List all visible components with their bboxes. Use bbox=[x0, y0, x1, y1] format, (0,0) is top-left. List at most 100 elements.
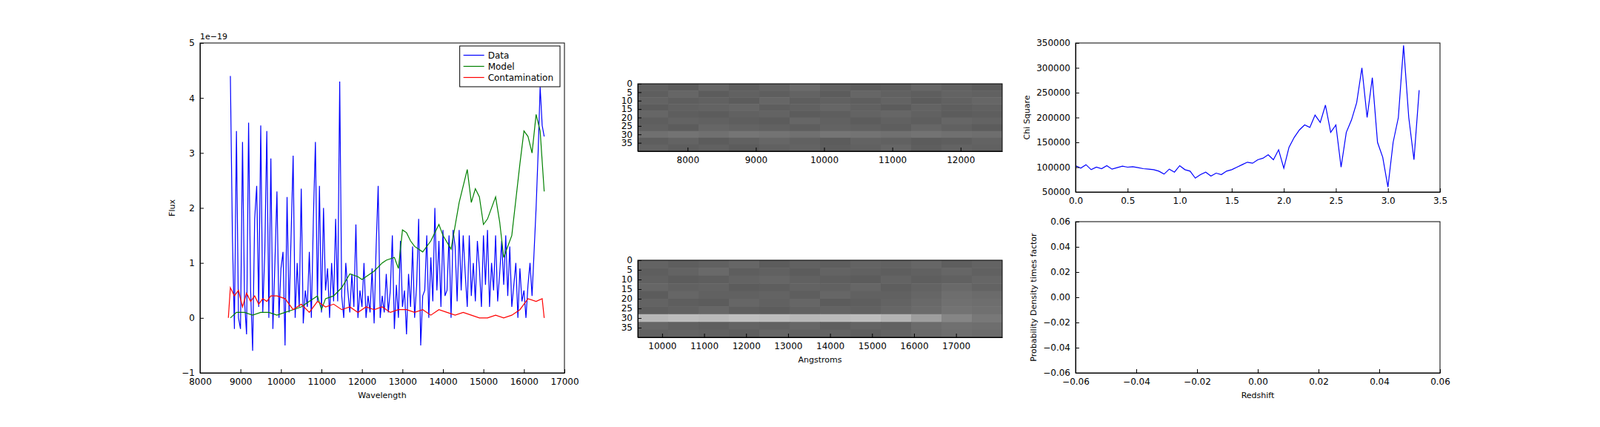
heatmap-cell bbox=[880, 321, 912, 330]
x-axis-tick-mark bbox=[662, 333, 663, 338]
heatmap-cell bbox=[698, 90, 730, 98]
heatmap-cell bbox=[637, 305, 669, 315]
heatmap-cell bbox=[820, 260, 852, 269]
x-axis-tick: −0.02 bbox=[1183, 368, 1212, 387]
x-axis-tick-label: 8000 bbox=[676, 154, 700, 166]
heatmap-cell bbox=[789, 137, 821, 146]
y-axis-tick: 5 bbox=[626, 264, 642, 275]
x-axis-tick-label: 15000 bbox=[858, 340, 887, 352]
plot-area bbox=[1075, 45, 1420, 187]
panel: −0.06−0.04−0.020.000.020.040.06−0.06−0.0… bbox=[1028, 216, 1451, 400]
heatmap-cell bbox=[637, 90, 669, 98]
heatmap-cell bbox=[637, 282, 669, 292]
heatmap-cell bbox=[759, 260, 791, 269]
y-axis-tick: 25 bbox=[621, 302, 642, 314]
heatmap-cell bbox=[759, 117, 791, 126]
heatmap-cell bbox=[911, 329, 943, 338]
heatmap-cell bbox=[971, 144, 1003, 152]
y-axis-tick-label: 35 bbox=[621, 137, 633, 149]
x-axis-tick-label: 2.5 bbox=[1328, 195, 1343, 206]
x-axis-tick: 2.5 bbox=[1328, 188, 1343, 206]
y-axis-tick-mark bbox=[637, 91, 642, 93]
heatmap-cell bbox=[911, 103, 943, 112]
y-axis-tick-mark bbox=[1075, 271, 1080, 273]
heatmap-cell bbox=[637, 103, 669, 112]
heatmap-cell bbox=[820, 117, 852, 126]
x-axis-tick: 12000 bbox=[946, 147, 975, 166]
heatmap-cell bbox=[880, 131, 912, 139]
y-axis-tick-label: 0.06 bbox=[1050, 216, 1071, 227]
y-axis-tick-label: 50000 bbox=[1042, 186, 1071, 198]
heatmap-cell bbox=[668, 124, 700, 132]
legend-label: Model bbox=[488, 61, 515, 72]
x-axis-tick-label: 12000 bbox=[348, 376, 377, 387]
x-axis-tick: 2.0 bbox=[1277, 188, 1292, 206]
x-axis-tick-mark bbox=[1197, 368, 1198, 373]
x-axis-tick: 11000 bbox=[307, 368, 336, 387]
heatmap-cell bbox=[911, 260, 943, 269]
x-axis-line bbox=[1076, 191, 1441, 193]
heatmap-cell bbox=[850, 110, 882, 118]
heatmap-cell bbox=[698, 267, 730, 276]
heatmap-cell bbox=[668, 137, 700, 146]
heatmap-cell bbox=[941, 314, 973, 323]
x-axis-tick-mark bbox=[830, 333, 832, 338]
heatmap-cell bbox=[637, 321, 669, 330]
heatmap-cell bbox=[941, 131, 973, 139]
y-axis-tick-mark bbox=[637, 142, 642, 144]
heatmap-cell bbox=[789, 144, 821, 152]
y-axis-tick: 0.00 bbox=[1050, 291, 1080, 303]
heatmap-cell bbox=[789, 267, 821, 276]
heatmap-cell bbox=[911, 275, 943, 284]
x-axis-tick-label: 11000 bbox=[690, 340, 719, 352]
y-axis-tick-mark bbox=[637, 269, 642, 271]
heatmap-cell bbox=[759, 137, 791, 146]
heatmap-cell bbox=[911, 90, 943, 98]
heatmap-cell bbox=[728, 275, 760, 284]
frame bbox=[200, 42, 565, 373]
heatmap-cell bbox=[941, 137, 973, 146]
x-axis-tick: 9000 bbox=[229, 368, 253, 387]
heatmap-cell bbox=[971, 291, 1003, 300]
x-axis-tick: 3.5 bbox=[1433, 188, 1448, 206]
y-axis-tick-label: 0 bbox=[188, 312, 195, 323]
heatmap-cell bbox=[728, 117, 760, 126]
y-axis-tick-mark bbox=[637, 108, 642, 110]
y-axis-tick-mark bbox=[637, 298, 642, 300]
heatmap-cell bbox=[880, 83, 912, 92]
y-axis-title: Probability Density times factor bbox=[1028, 232, 1039, 362]
heatmap-cell bbox=[637, 124, 669, 132]
y-axis-tick-label: 15 bbox=[621, 283, 633, 295]
heatmap-cell bbox=[850, 314, 882, 323]
heatmap-cell bbox=[820, 137, 852, 146]
x-axis-title: Wavelength bbox=[357, 390, 406, 400]
heatmap-cell bbox=[911, 267, 943, 276]
heatmap-cell bbox=[880, 103, 912, 112]
x-axis-tick: 11000 bbox=[878, 147, 907, 166]
heatmap-cell bbox=[911, 110, 943, 118]
heatmap-cell bbox=[789, 83, 821, 92]
x-axis-tick-label: 10000 bbox=[267, 376, 296, 387]
heatmap-cell bbox=[820, 90, 852, 98]
heatmap-cell bbox=[728, 103, 760, 112]
x-axis-tick-mark bbox=[1318, 368, 1320, 373]
x-axis-tick: 9000 bbox=[745, 147, 769, 166]
y-axis-tick-label: 100000 bbox=[1036, 162, 1071, 173]
heatmap-cell bbox=[911, 137, 943, 146]
x-axis-tick: 13000 bbox=[388, 368, 418, 387]
heatmap-cell bbox=[850, 321, 882, 330]
heatmap-cell bbox=[759, 329, 791, 338]
y-axis-tick-mark bbox=[1075, 191, 1080, 193]
heatmap-cell bbox=[668, 298, 700, 307]
heatmap-cell bbox=[880, 137, 912, 146]
heatmap-cell bbox=[911, 305, 943, 315]
x-axis-tick: 3.0 bbox=[1381, 188, 1396, 206]
x-axis-tick-mark bbox=[788, 333, 789, 338]
y-axis-tick-mark bbox=[200, 97, 204, 99]
heatmap-cell bbox=[820, 144, 852, 152]
heatmap-cell bbox=[820, 305, 852, 315]
heatmap-cell bbox=[698, 282, 730, 292]
heatmap-cell bbox=[668, 90, 700, 98]
y-axis-tick-mark bbox=[200, 317, 204, 319]
heatmap-cell bbox=[941, 329, 973, 338]
